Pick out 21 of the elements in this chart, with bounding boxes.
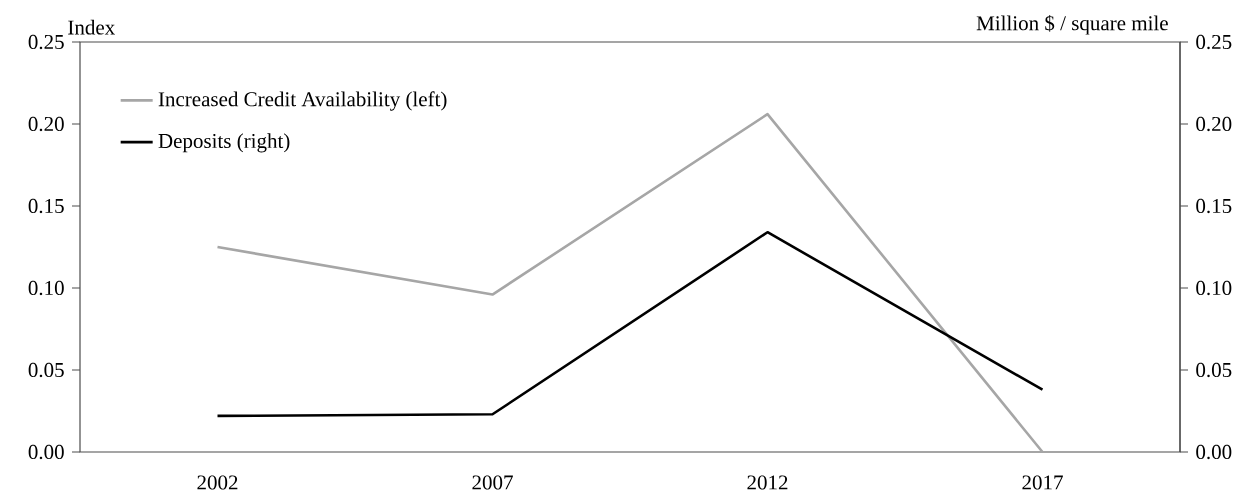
y2-tick-label: 0.20 xyxy=(1196,116,1232,132)
line-series xyxy=(216,230,1044,418)
y-tick-label: 0.05 xyxy=(28,362,64,378)
y-tick-label: 0.10 xyxy=(28,280,64,296)
y-tick-label: 0.25 xyxy=(28,34,64,50)
x-tick-label: 2017 xyxy=(1022,475,1063,490)
x-tick-label: 2012 xyxy=(747,475,788,490)
y2-tick-label: 0.05 xyxy=(1196,362,1232,378)
y-tick-label: 0.20 xyxy=(28,116,64,132)
y2-tick-label: 0.10 xyxy=(1196,280,1232,296)
y-tick-label: 0.15 xyxy=(28,198,64,214)
y2-tick-label: 0.15 xyxy=(1196,198,1232,214)
x-tick-label: 2002 xyxy=(197,475,238,490)
legend-label: Deposits (right) xyxy=(158,133,290,153)
y2-tick-label: 0.25 xyxy=(1196,34,1232,50)
y-axis-title: Index xyxy=(68,19,115,35)
x-tick-label: 2007 xyxy=(472,475,513,490)
legend-label: Increased Credit Availability (left) xyxy=(158,91,447,111)
y2-axis-title: Million $ / square mile xyxy=(976,14,1168,35)
y-tick-label: 0.00 xyxy=(28,444,64,460)
y2-tick-label: 0.00 xyxy=(1196,444,1232,460)
